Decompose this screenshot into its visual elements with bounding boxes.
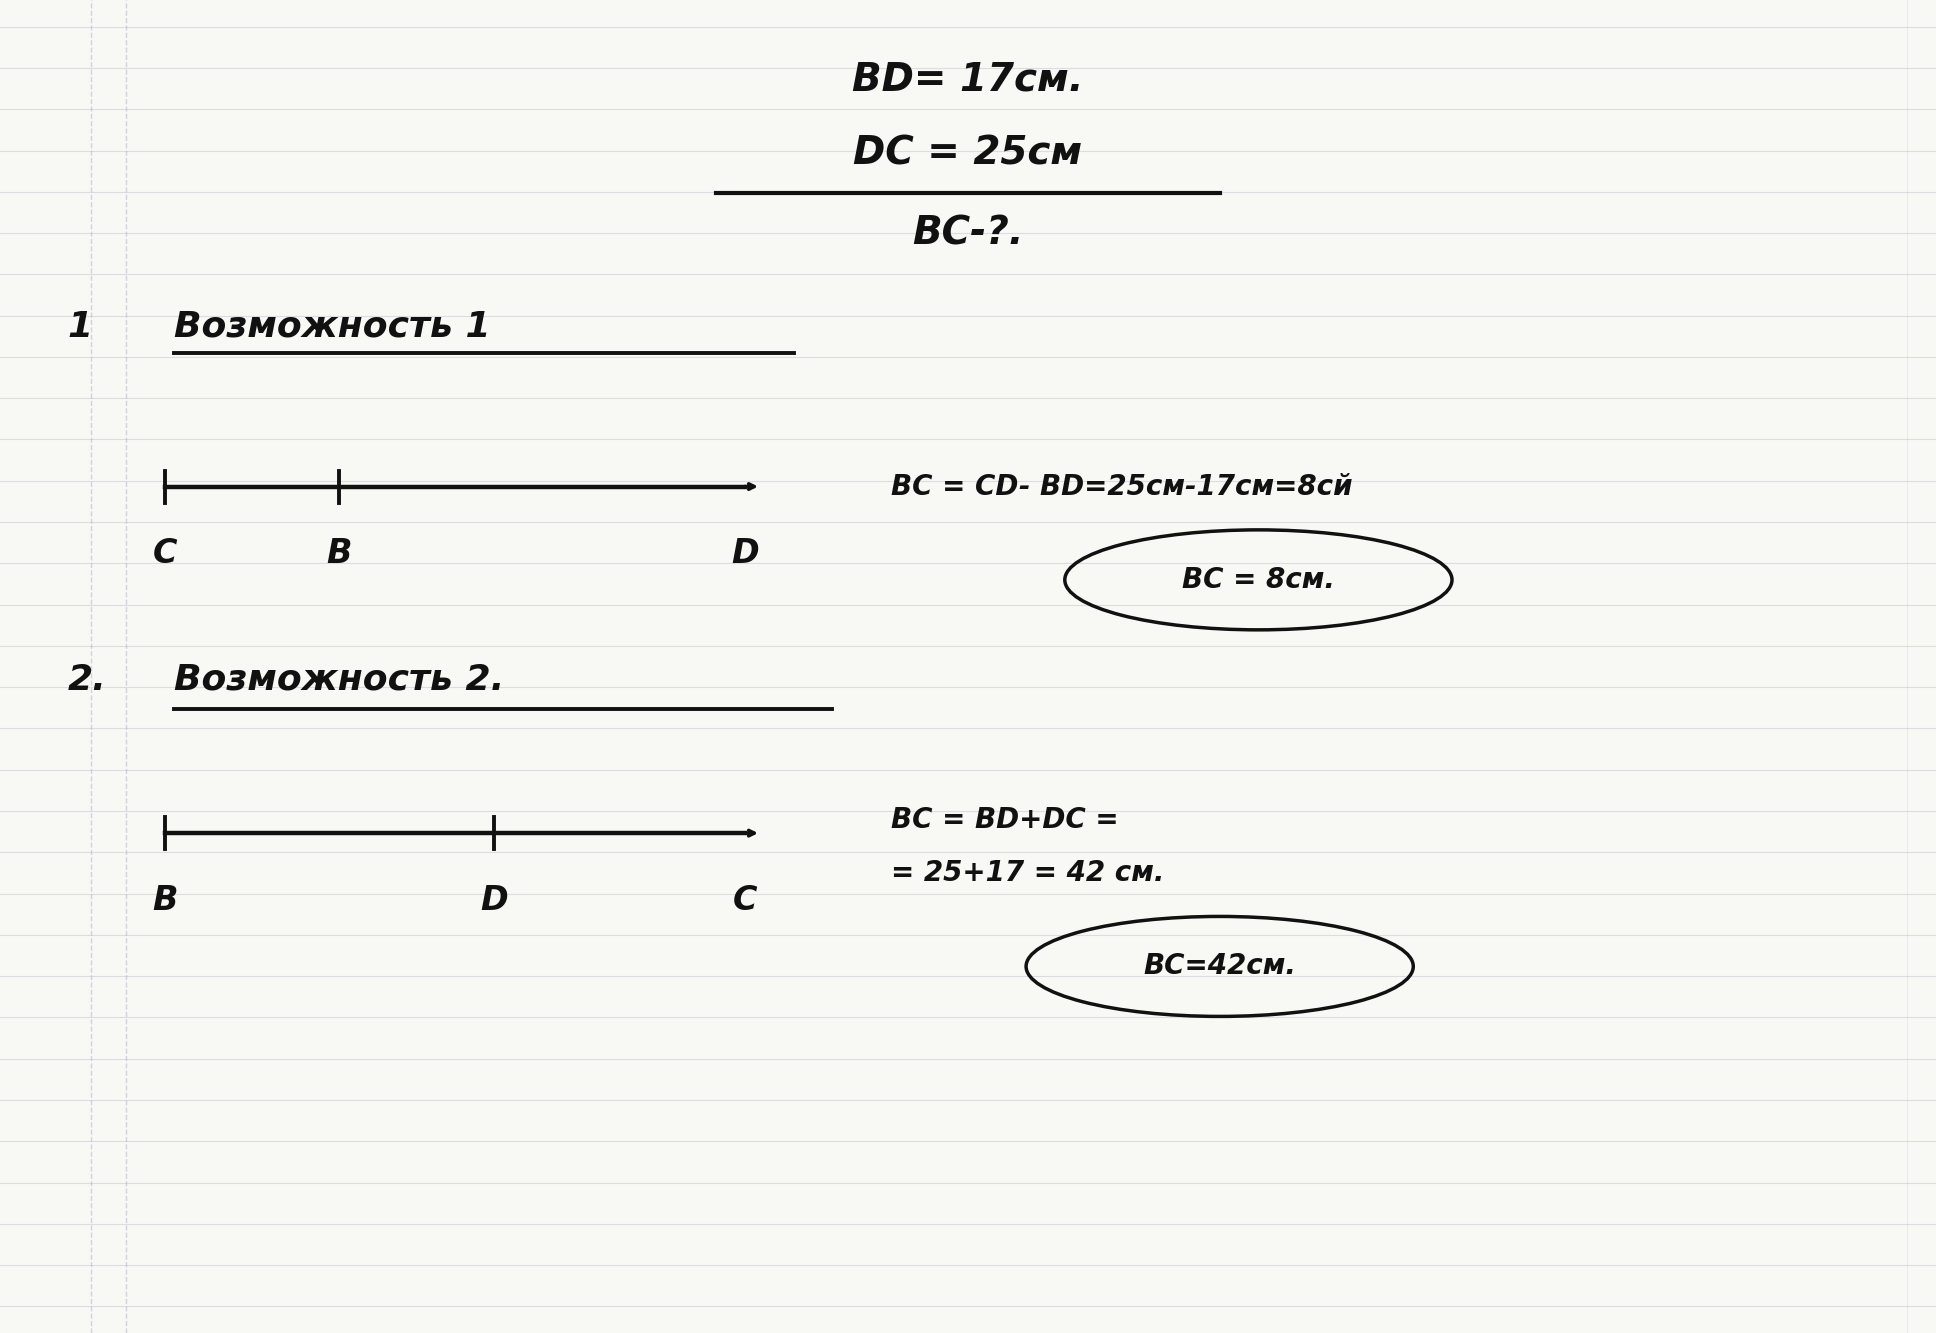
Text: B: B bbox=[325, 537, 352, 571]
Text: = 25+17 = 42 см.: = 25+17 = 42 см. bbox=[891, 858, 1164, 888]
Text: BC = 8см.: BC = 8см. bbox=[1183, 565, 1334, 595]
Text: 2.: 2. bbox=[68, 663, 106, 697]
Text: B: B bbox=[151, 884, 178, 917]
Text: BC = BD+DC =: BC = BD+DC = bbox=[891, 805, 1119, 834]
Text: BC-?.: BC-?. bbox=[912, 215, 1024, 252]
Text: D: D bbox=[732, 537, 759, 571]
Text: D: D bbox=[480, 884, 507, 917]
Text: Возможность 1: Возможность 1 bbox=[174, 309, 492, 344]
Text: C: C bbox=[153, 537, 176, 571]
Text: 1: 1 bbox=[68, 309, 93, 344]
Text: C: C bbox=[734, 884, 757, 917]
Text: BC=42см.: BC=42см. bbox=[1144, 952, 1295, 981]
Text: Возможность 2.: Возможность 2. bbox=[174, 663, 505, 697]
Text: DC = 25см: DC = 25см bbox=[854, 135, 1082, 172]
Text: BD= 17см.: BD= 17см. bbox=[852, 61, 1084, 99]
Text: BC = CD- BD=25см-17см=8сй: BC = CD- BD=25см-17см=8сй bbox=[891, 472, 1351, 501]
